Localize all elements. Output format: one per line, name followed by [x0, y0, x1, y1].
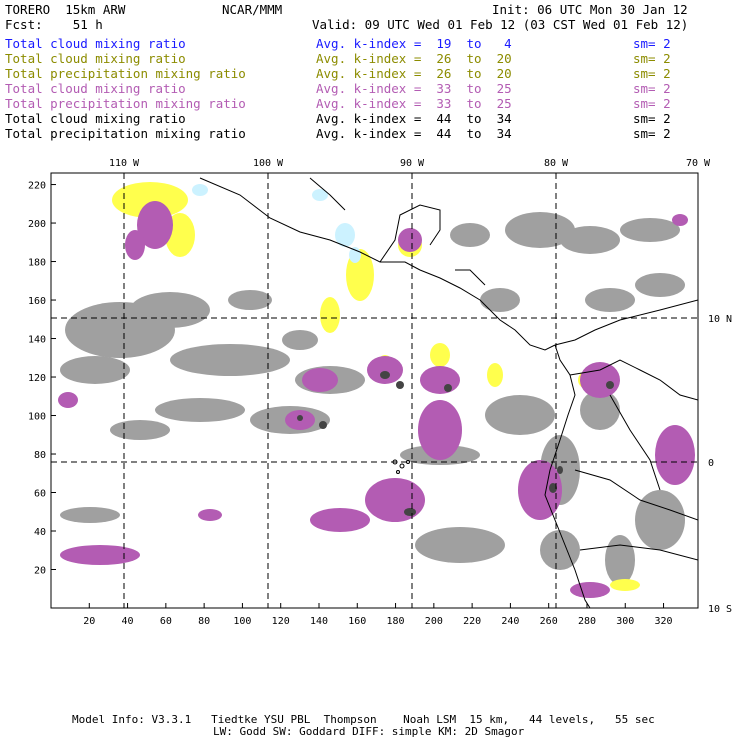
model-info-line1: Model Info: V3.3.1 Tiedtke YSU PBL Thomp…: [72, 713, 655, 726]
init-time: Init: 06 UTC Mon 30 Jan 12: [492, 2, 688, 17]
legend-field: Total precipitation mixing ratio: [5, 126, 246, 141]
y-tick-label: 140: [28, 335, 46, 346]
graticule: [51, 173, 698, 608]
longitude-label: 80 W: [544, 158, 569, 169]
forecast-hour: Fcst: 51 h: [5, 17, 103, 32]
coastlines: [199, 177, 698, 608]
legend-sm: sm= 2: [633, 36, 671, 51]
legend-field: Total cloud mixing ratio: [5, 81, 186, 96]
legend-sm: sm= 2: [633, 126, 671, 141]
model-title: TORERO 15km ARW: [5, 2, 126, 17]
x-tick-label: 260: [540, 616, 558, 627]
x-tick-label: 100: [233, 616, 251, 627]
legend-sm: sm= 2: [633, 66, 671, 81]
x-tick-label: 200: [425, 616, 443, 627]
y-tick-label: 200: [28, 219, 46, 230]
legend-kindex: Avg. k-index = 33 to 25: [316, 81, 512, 96]
latitude-labels: 10 N 0 10 S: [708, 314, 732, 615]
legend-kindex: Avg. k-index = 26 to 20: [316, 51, 512, 66]
legend-sm: sm= 2: [633, 96, 671, 111]
y-tick-label: 20: [34, 566, 46, 577]
x-tick-label: 20: [83, 616, 95, 627]
x-tick-label: 160: [348, 616, 366, 627]
x-tick-label: 220: [463, 616, 481, 627]
x-tick-label: 300: [616, 616, 634, 627]
x-tick-label: 240: [501, 616, 519, 627]
legend-kindex: Avg. k-index = 19 to 4: [316, 36, 512, 51]
x-tick-label: 40: [122, 616, 134, 627]
legend-field: Total precipitation mixing ratio: [5, 96, 246, 111]
map-fields: [51, 173, 698, 608]
y-tick-label: 160: [28, 296, 46, 307]
legend-kindex: Avg. k-index = 26 to 20: [316, 66, 512, 81]
legend-kindex: Avg. k-index = 44 to 34: [316, 126, 512, 141]
x-tick-label: 140: [310, 616, 328, 627]
x-axis-ticks: 20 40 60 80 100 120 140 160 180 200 220 240 260 280 30…: [83, 603, 673, 627]
x-tick-label: 80: [198, 616, 210, 627]
legend-kindex: Avg. k-index = 33 to 25: [316, 96, 512, 111]
x-tick-label: 180: [387, 616, 405, 627]
legend-sm: sm= 2: [633, 111, 671, 126]
legend-field: Total cloud mixing ratio: [5, 36, 186, 51]
x-tick-label: 120: [272, 616, 290, 627]
gray-cloud-fields: [60, 212, 685, 585]
legend-sm: sm= 2: [633, 51, 671, 66]
dark-cloud-cores: [297, 371, 614, 516]
model-info-line2: LW: Godd SW: Goddard DIFF: simple KM: 2D…: [213, 725, 525, 738]
longitude-label: 70 W: [686, 158, 711, 169]
y-tick-label: 180: [28, 258, 46, 269]
y-tick-label: 80: [34, 450, 46, 461]
y-tick-label: 40: [34, 527, 46, 538]
org-label: NCAR/MMM: [222, 2, 283, 17]
legend-field: Total cloud mixing ratio: [5, 111, 186, 126]
y-tick-label: 120: [28, 373, 46, 384]
legend-sm: sm= 2: [633, 81, 671, 96]
longitude-label: 90 W: [400, 158, 425, 169]
y-tick-label: 220: [28, 181, 46, 192]
latitude-label: 0: [708, 458, 714, 469]
x-tick-label: 60: [160, 616, 172, 627]
y-tick-label: 60: [34, 489, 46, 500]
y-axis-ticks: 220 200 180 160 140 120 100 80 60 40 20: [28, 181, 56, 577]
x-tick-label: 280: [578, 616, 596, 627]
valid-time: Valid: 09 UTC Wed 01 Feb 12 (03 CST Wed …: [312, 17, 689, 32]
longitude-labels: 110 W 100 W 90 W 80 W 70 W: [109, 158, 711, 169]
map-frame: [50, 172, 699, 609]
x-tick-label: 320: [655, 616, 673, 627]
latitude-label: 10 S: [708, 604, 732, 615]
longitude-label: 100 W: [253, 158, 284, 169]
y-tick-label: 100: [28, 412, 46, 423]
longitude-label: 110 W: [109, 158, 140, 169]
latitude-label: 10 N: [708, 314, 732, 325]
legend-field: Total cloud mixing ratio: [5, 51, 186, 66]
legend-field: Total precipitation mixing ratio: [5, 66, 246, 81]
cyan-cloud-fields: [192, 184, 361, 263]
legend-kindex: Avg. k-index = 44 to 34: [316, 111, 512, 126]
